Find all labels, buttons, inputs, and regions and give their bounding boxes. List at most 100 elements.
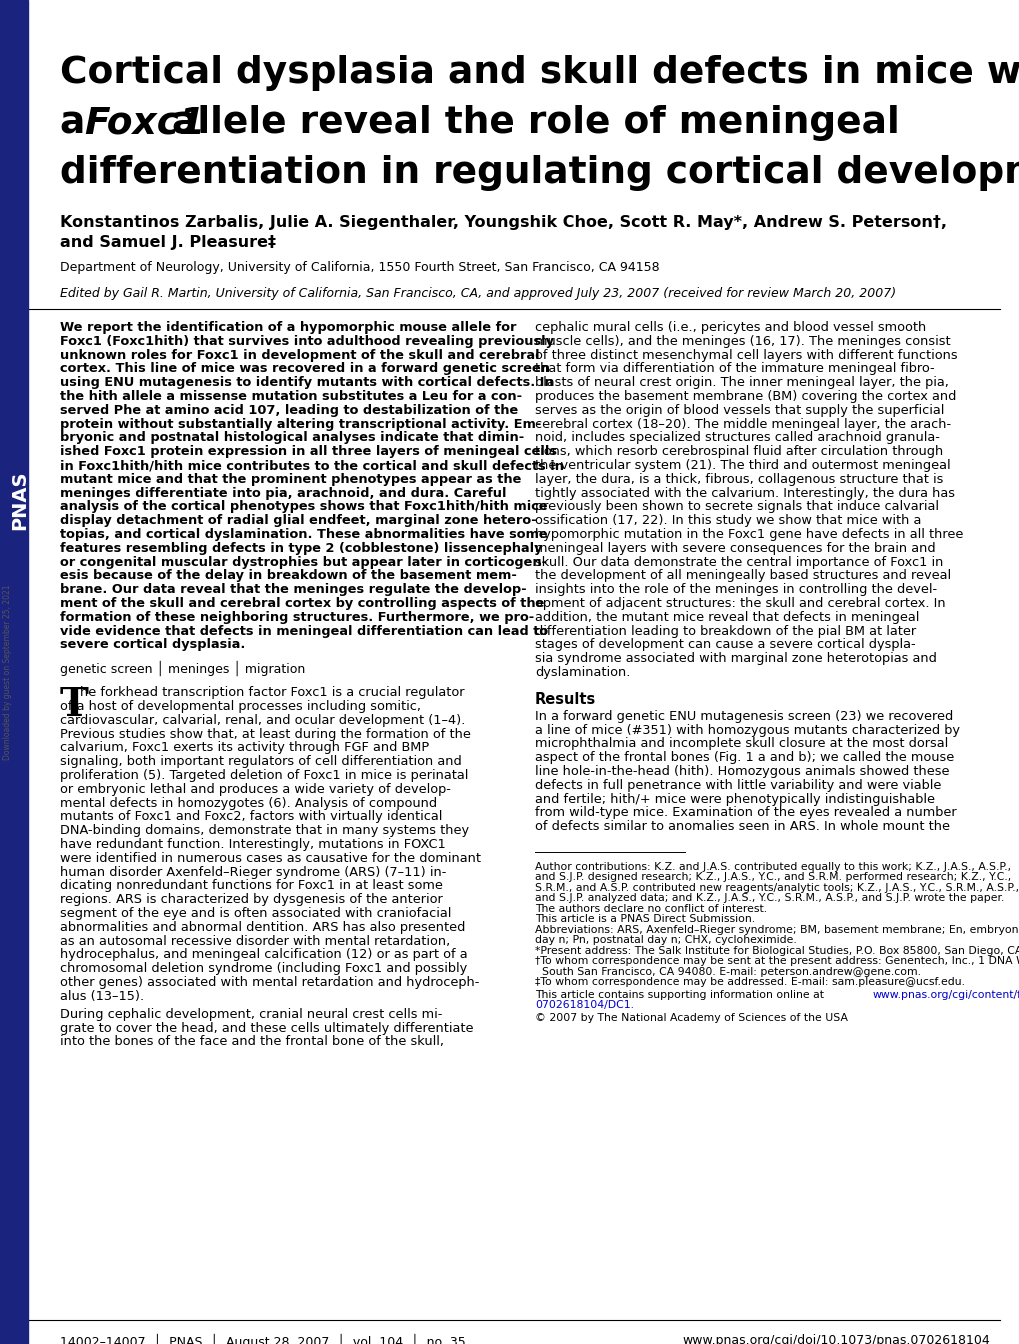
Text: serves as the origin of blood vessels that supply the superficial: serves as the origin of blood vessels th… (535, 403, 944, 417)
Text: tions, which resorb cerebrospinal fluid after circulation through: tions, which resorb cerebrospinal fluid … (535, 445, 943, 458)
Text: Foxc1: Foxc1 (84, 105, 205, 141)
Text: were identified in numerous cases as causative for the dominant: were identified in numerous cases as cau… (60, 852, 481, 864)
Text: abnormalities and abnormal dentition. ARS has also presented: abnormalities and abnormal dentition. AR… (60, 921, 465, 934)
Text: regions. ARS is characterized by dysgenesis of the anterior: regions. ARS is characterized by dysgene… (60, 894, 442, 906)
Text: meninges differentiate into pia, arachnoid, and dura. Careful: meninges differentiate into pia, arachno… (60, 487, 506, 500)
Text: the ventricular system (21). The third and outermost meningeal: the ventricular system (21). The third a… (535, 460, 950, 472)
Text: DNA-binding domains, demonstrate that in many systems they: DNA-binding domains, demonstrate that in… (60, 824, 469, 837)
Text: features resembling defects in type 2 (cobblestone) lissencephaly: features resembling defects in type 2 (c… (60, 542, 542, 555)
Text: Konstantinos Zarbalis, Julie A. Siegenthaler, Youngshik Choe, Scott R. May*, And: Konstantinos Zarbalis, Julie A. Siegenth… (60, 215, 946, 230)
Text: Edited by Gail R. Martin, University of California, San Francisco, CA, and appro: Edited by Gail R. Martin, University of … (60, 288, 896, 300)
Text: blasts of neural crest origin. The inner meningeal layer, the pia,: blasts of neural crest origin. The inner… (535, 376, 948, 390)
Text: microphthalmia and incomplete skull closure at the most dorsal: microphthalmia and incomplete skull clos… (535, 738, 948, 750)
Text: layer, the dura, is a thick, fibrous, collagenous structure that is: layer, the dura, is a thick, fibrous, co… (535, 473, 943, 485)
Text: tightly associated with the calvarium. Interestingly, the dura has: tightly associated with the calvarium. I… (535, 487, 954, 500)
Text: he forkhead transcription factor Foxc1 is a crucial regulator: he forkhead transcription factor Foxc1 i… (79, 687, 464, 699)
Text: This article contains supporting information online at: This article contains supporting informa… (535, 991, 826, 1000)
Text: opment of adjacent structures: the skull and cerebral cortex. In: opment of adjacent structures: the skull… (535, 597, 945, 610)
Text: 0702618104/DC1.: 0702618104/DC1. (535, 1000, 634, 1011)
Text: and S.J.P. analyzed data; and K.Z., J.A.S., Y.C., S.R.M., A.S.P., and S.J.P. wro: and S.J.P. analyzed data; and K.Z., J.A.… (535, 894, 1004, 903)
Text: differentiation leading to breakdown of the pial BM at later: differentiation leading to breakdown of … (535, 625, 915, 637)
Text: Foxc1 (Foxc1hith) that survives into adulthood revealing previously: Foxc1 (Foxc1hith) that survives into adu… (60, 335, 553, 348)
Text: meningeal layers with severe consequences for the brain and: meningeal layers with severe consequence… (535, 542, 934, 555)
Text: and S.J.P. designed research; K.Z., J.A.S., Y.C., and S.R.M. performed research;: and S.J.P. designed research; K.Z., J.A.… (535, 872, 1010, 883)
Text: alus (13–15).: alus (13–15). (60, 989, 144, 1003)
Text: During cephalic development, cranial neural crest cells mi-: During cephalic development, cranial neu… (60, 1008, 442, 1020)
Text: www.pnas.org/cgi/doi/10.1073/pnas.0702618104: www.pnas.org/cgi/doi/10.1073/pnas.070261… (682, 1335, 989, 1344)
Text: 14002–14007  │  PNAS  │  August 28, 2007  │  vol. 104  │  no. 35: 14002–14007 │ PNAS │ August 28, 2007 │ v… (60, 1335, 466, 1344)
Text: addition, the mutant mice reveal that defects in meningeal: addition, the mutant mice reveal that de… (535, 610, 918, 624)
Text: day n; Pn, postnatal day n; CHX, cycloheximide.: day n; Pn, postnatal day n; CHX, cyclohe… (535, 935, 796, 945)
Text: segment of the eye and is often associated with craniofacial: segment of the eye and is often associat… (60, 907, 451, 921)
Text: into the bones of the face and the frontal bone of the skull,: into the bones of the face and the front… (60, 1035, 443, 1048)
Text: T: T (60, 687, 89, 724)
Text: human disorder Axenfeld–Rieger syndrome (ARS) (7–11) in-: human disorder Axenfeld–Rieger syndrome … (60, 866, 446, 879)
Text: noid, includes specialized structures called arachnoid granula-: noid, includes specialized structures ca… (535, 431, 938, 445)
Text: brane. Our data reveal that the meninges regulate the develop-: brane. Our data reveal that the meninges… (60, 583, 526, 597)
Text: PNAS: PNAS (10, 470, 30, 530)
Text: served Phe at amino acid 107, leading to destabilization of the: served Phe at amino acid 107, leading to… (60, 403, 518, 417)
Text: have redundant function. Interestingly, mutations in FOXC1: have redundant function. Interestingly, … (60, 839, 445, 851)
Text: insights into the role of the meninges in controlling the devel-: insights into the role of the meninges i… (535, 583, 936, 597)
Text: cardiovascular, calvarial, renal, and ocular development (1–4).: cardiovascular, calvarial, renal, and oc… (60, 714, 465, 727)
Text: mental defects in homozygotes (6). Analysis of compound: mental defects in homozygotes (6). Analy… (60, 797, 437, 809)
Text: severe cortical dysplasia.: severe cortical dysplasia. (60, 638, 246, 652)
Text: The authors declare no conflict of interest.: The authors declare no conflict of inter… (535, 905, 766, 914)
Text: line hole-in-the-head (hith). Homozygous animals showed these: line hole-in-the-head (hith). Homozygous… (535, 765, 949, 778)
Text: proliferation (5). Targeted deletion of Foxc1 in mice is perinatal: proliferation (5). Targeted deletion of … (60, 769, 468, 782)
Text: and fertile; hith/+ mice were phenotypically indistinguishable: and fertile; hith/+ mice were phenotypic… (535, 793, 934, 805)
Text: hydrocephalus, and meningeal calcification (12) or as part of a: hydrocephalus, and meningeal calcificati… (60, 949, 467, 961)
Text: defects in full penetrance with little variability and were viable: defects in full penetrance with little v… (535, 778, 941, 792)
Text: South San Francisco, CA 94080. E-mail: peterson.andrew@gene.com.: South San Francisco, CA 94080. E-mail: p… (535, 966, 920, 977)
Text: as an autosomal recessive disorder with mental retardation,: as an autosomal recessive disorder with … (60, 934, 449, 948)
Text: ment of the skull and cerebral cortex by controlling aspects of the: ment of the skull and cerebral cortex by… (60, 597, 544, 610)
Text: aspect of the frontal bones (Fig. 1 a and b); we called the mouse: aspect of the frontal bones (Fig. 1 a an… (535, 751, 954, 765)
Text: cerebral cortex (18–20). The middle meningeal layer, the arach-: cerebral cortex (18–20). The middle meni… (535, 418, 950, 430)
Text: We report the identification of a hypomorphic mouse allele for: We report the identification of a hypomo… (60, 321, 516, 335)
Text: a line of mice (#351) with homozygous mutants characterized by: a line of mice (#351) with homozygous mu… (535, 723, 959, 737)
Text: a: a (60, 105, 98, 141)
Text: topias, and cortical dyslamination. These abnormalities have some: topias, and cortical dyslamination. Thes… (60, 528, 547, 542)
Text: of defects similar to anomalies seen in ARS. In whole mount the: of defects similar to anomalies seen in … (535, 820, 949, 833)
Text: *Present address: The Salk Institute for Biological Studies, P.O. Box 85800, San: *Present address: The Salk Institute for… (535, 946, 1019, 956)
Text: from wild-type mice. Examination of the eyes revealed a number: from wild-type mice. Examination of the … (535, 806, 956, 820)
Text: hypomorphic mutation in the Foxc1 gene have defects in all three: hypomorphic mutation in the Foxc1 gene h… (535, 528, 962, 542)
Text: calvarium, Foxc1 exerts its activity through FGF and BMP: calvarium, Foxc1 exerts its activity thr… (60, 742, 429, 754)
Text: analysis of the cortical phenotypes shows that Foxc1hith/hith mice: analysis of the cortical phenotypes show… (60, 500, 547, 513)
Text: and Samuel J. Pleasure‡: and Samuel J. Pleasure‡ (60, 235, 276, 250)
Text: of three distinct mesenchymal cell layers with different functions: of three distinct mesenchymal cell layer… (535, 348, 957, 362)
Text: previously been shown to secrete signals that induce calvarial: previously been shown to secrete signals… (535, 500, 938, 513)
Text: mutants of Foxc1 and Foxc2, factors with virtually identical: mutants of Foxc1 and Foxc2, factors with… (60, 810, 442, 824)
Text: †To whom correspondence may be sent at the present address: Genentech, Inc., 1 D: †To whom correspondence may be sent at t… (535, 957, 1019, 966)
Text: or embryonic lethal and produces a wide variety of develop-: or embryonic lethal and produces a wide … (60, 782, 450, 796)
Text: cephalic mural cells (i.e., pericytes and blood vessel smooth: cephalic mural cells (i.e., pericytes an… (535, 321, 925, 335)
Text: differentiation in regulating cortical development: differentiation in regulating cortical d… (60, 155, 1019, 191)
Text: Cortical dysplasia and skull defects in mice with: Cortical dysplasia and skull defects in … (60, 55, 1019, 91)
Text: signaling, both important regulators of cell differentiation and: signaling, both important regulators of … (60, 755, 462, 769)
Text: Results: Results (535, 692, 596, 707)
Text: Previous studies show that, at least during the formation of the: Previous studies show that, at least dur… (60, 727, 471, 741)
Text: chromosomal deletion syndrome (including Foxc1 and possibly: chromosomal deletion syndrome (including… (60, 962, 467, 976)
Text: display detachment of radial glial endfeet, marginal zone hetero-: display detachment of radial glial endfe… (60, 515, 536, 527)
Text: produces the basement membrane (BM) covering the cortex and: produces the basement membrane (BM) cove… (535, 390, 956, 403)
Text: © 2007 by The National Academy of Sciences of the USA: © 2007 by The National Academy of Scienc… (535, 1013, 847, 1023)
Text: S.R.M., and A.S.P. contributed new reagents/analytic tools; K.Z., J.A.S., Y.C., : S.R.M., and A.S.P. contributed new reage… (535, 883, 1018, 892)
Text: of a host of developmental processes including somitic,: of a host of developmental processes inc… (60, 700, 421, 714)
Text: that form via differentiation of the immature meningeal fibro-: that form via differentiation of the imm… (535, 363, 933, 375)
Text: Department of Neurology, University of California, 1550 Fourth Street, San Franc: Department of Neurology, University of C… (60, 261, 659, 274)
Text: in Foxc1hith/hith mice contributes to the cortical and skull defects in: in Foxc1hith/hith mice contributes to th… (60, 460, 564, 472)
Text: ossification (17, 22). In this study we show that mice with a: ossification (17, 22). In this study we … (535, 515, 920, 527)
Text: using ENU mutagenesis to identify mutants with cortical defects. In: using ENU mutagenesis to identify mutant… (60, 376, 553, 390)
Text: stages of development can cause a severe cortical dyspla-: stages of development can cause a severe… (535, 638, 915, 652)
Text: unknown roles for Foxc1 in development of the skull and cerebral: unknown roles for Foxc1 in development o… (60, 348, 539, 362)
Text: This article is a PNAS Direct Submission.: This article is a PNAS Direct Submission… (535, 914, 754, 925)
Text: Downloaded by guest on September 25, 2021: Downloaded by guest on September 25, 202… (3, 585, 12, 759)
Bar (0, 0, 28, 1344)
Text: Abbreviations: ARS, Axenfeld–Rieger syndrome; BM, basement membrane; En, embryon: Abbreviations: ARS, Axenfeld–Rieger synd… (535, 925, 1019, 935)
Text: skull. Our data demonstrate the central importance of Foxc1 in: skull. Our data demonstrate the central … (535, 555, 943, 569)
Text: In a forward genetic ENU mutagenesis screen (23) we recovered: In a forward genetic ENU mutagenesis scr… (535, 710, 953, 723)
Text: grate to cover the head, and these cells ultimately differentiate: grate to cover the head, and these cells… (60, 1021, 473, 1035)
Text: muscle cells), and the meninges (16, 17). The meninges consist: muscle cells), and the meninges (16, 17)… (535, 335, 950, 348)
Text: www.pnas.org/cgi/content/full/: www.pnas.org/cgi/content/full/ (872, 991, 1019, 1000)
Text: formation of these neighboring structures. Furthermore, we pro-: formation of these neighboring structure… (60, 610, 534, 624)
